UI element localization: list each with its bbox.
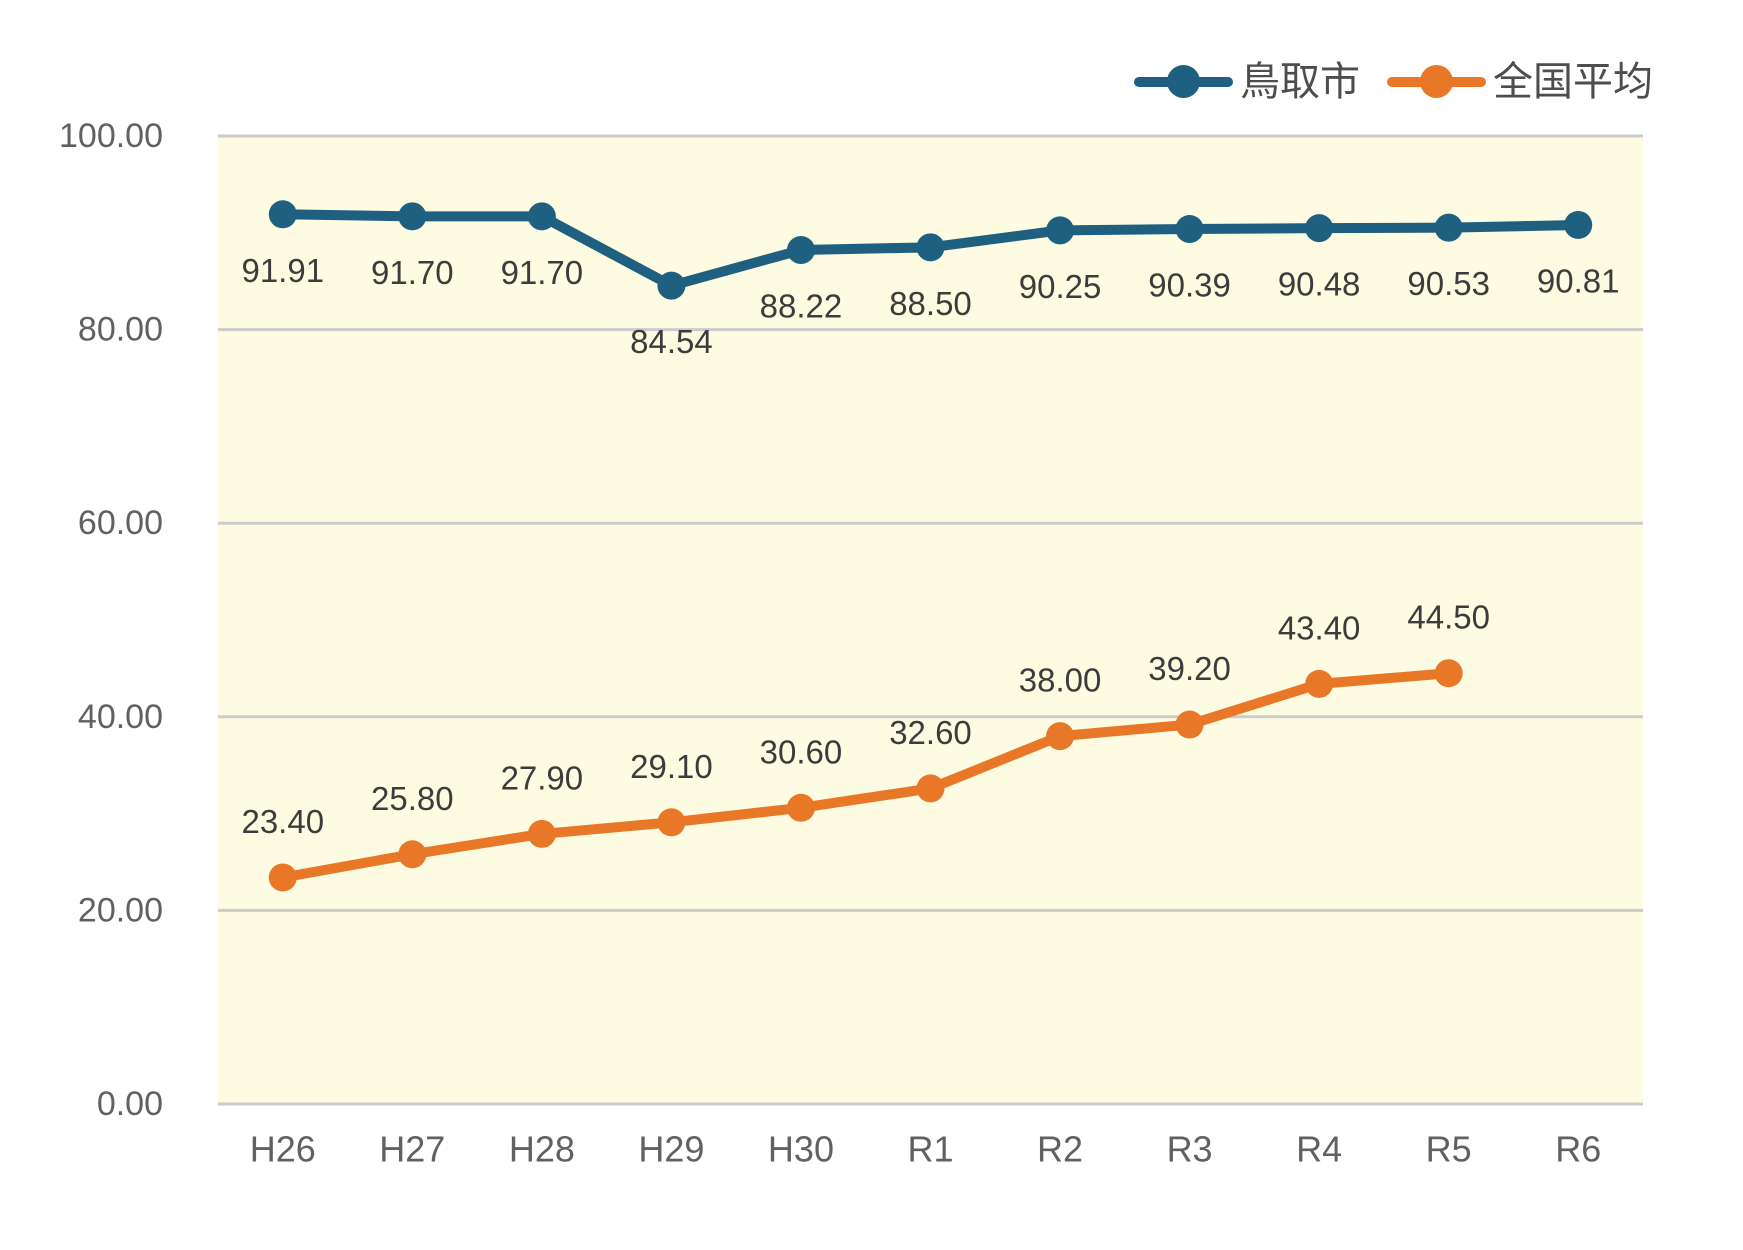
data-point-marker-tottori-city [1175,215,1204,244]
data-point-marker-tottori-city [527,202,556,231]
data-point-label-tottori-city: 90.81 [1537,262,1620,299]
data-point-marker-tottori-city [1434,213,1463,242]
data-point-label-national-average: 44.50 [1407,599,1490,636]
legend: 鳥取市 全国平均 [1134,62,1653,102]
data-point-marker-national-average [657,808,686,837]
x-axis-tick-label: R1 [907,1129,953,1170]
data-point-label-national-average: 43.40 [1278,609,1361,646]
series-line-national-average [277,668,1454,883]
y-axis-tick-label: 40.00 [78,698,163,736]
y-axis-tick-label: 60.00 [78,504,163,542]
data-point-marker-national-average [916,774,945,803]
legend-item-national-average: 全国平均 [1387,62,1653,102]
data-point-marker-tottori-city [786,236,815,265]
data-point-marker-tottori-city [657,271,686,300]
data-point-label-tottori-city: 91.91 [241,252,324,289]
data-point-marker-national-average [268,863,297,892]
data-point-label-national-average: 39.20 [1148,650,1231,687]
data-point-label-tottori-city: 90.53 [1407,265,1490,302]
x-axis-tick-label: H27 [379,1129,445,1170]
x-axis-tick-label: H26 [250,1129,316,1170]
legend-dot-swatch [1167,65,1200,98]
data-point-marker-national-average [527,819,556,848]
legend-label-national-average: 全国平均 [1493,60,1653,104]
y-axis-tick-label: 100.00 [59,117,163,155]
data-point-label-tottori-city: 84.54 [630,323,713,360]
y-axis-tick-label: 20.00 [78,891,163,929]
legend-item-tottori-city: 鳥取市 [1134,62,1360,102]
data-point-marker-national-average [398,840,427,869]
data-point-label-national-average: 25.80 [371,780,454,817]
data-point-label-national-average: 32.60 [889,714,972,751]
data-point-marker-tottori-city [1305,214,1334,243]
legend-label-tottori-city: 鳥取市 [1240,60,1360,104]
plot-area [218,136,1643,1104]
data-point-label-national-average: 29.10 [630,748,713,785]
data-point-label-tottori-city: 90.39 [1148,267,1231,304]
x-axis-tick-label: H28 [509,1129,575,1170]
data-point-label-tottori-city: 91.70 [371,254,454,291]
x-axis-tick-label: R5 [1426,1129,1472,1170]
y-axis-tick-label: 80.00 [78,311,163,349]
x-axis-tick-label: H30 [768,1129,834,1170]
y-axis-tick-label: 0.00 [97,1085,163,1123]
data-point-marker-tottori-city [1564,210,1593,239]
data-point-marker-national-average [1305,669,1334,698]
x-axis-tick-label: R4 [1296,1129,1342,1170]
x-axis-tick-label: R6 [1555,1129,1601,1170]
data-point-marker-tottori-city [398,202,427,231]
x-axis-tick-label: H29 [638,1129,704,1170]
data-point-marker-tottori-city [1046,216,1075,245]
data-point-marker-national-average [1434,659,1463,688]
data-point-marker-national-average [1175,710,1204,739]
x-axis-tick-label: R2 [1037,1129,1083,1170]
x-axis-tick-label: R3 [1167,1129,1213,1170]
data-point-label-tottori-city: 90.48 [1278,266,1361,303]
legend-dot-swatch [1420,65,1453,98]
legend-marker-tottori-city-icon [1134,65,1233,99]
data-point-marker-national-average [1046,722,1075,751]
data-point-marker-tottori-city [916,233,945,262]
data-point-label-national-average: 38.00 [1019,662,1102,699]
data-point-marker-tottori-city [268,200,297,229]
data-point-label-tottori-city: 88.22 [760,288,843,325]
data-point-label-national-average: 30.60 [760,733,843,770]
data-point-label-tottori-city: 88.50 [889,285,972,322]
data-point-label-national-average: 27.90 [501,759,584,796]
legend-marker-national-average-icon [1387,65,1486,99]
data-point-marker-national-average [786,793,815,822]
data-point-label-tottori-city: 91.70 [501,254,584,291]
data-point-label-tottori-city: 90.25 [1019,268,1102,305]
data-point-label-national-average: 23.40 [241,803,324,840]
